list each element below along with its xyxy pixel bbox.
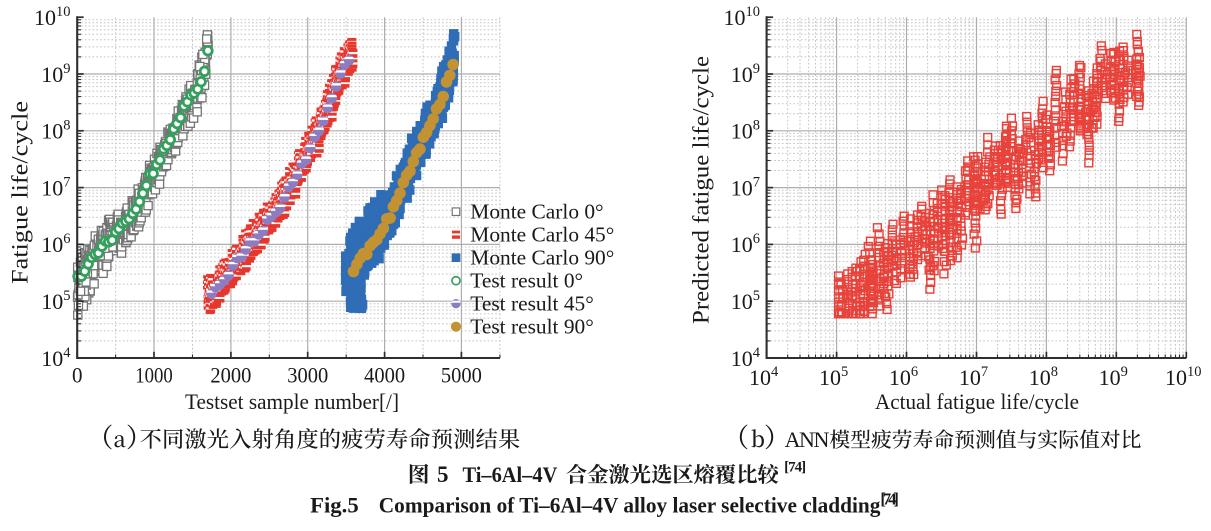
svg-text:Testset sample number[/]: Testset sample number[/] (185, 389, 399, 414)
svg-text:108: 108 (731, 118, 760, 144)
svg-text:2000: 2000 (210, 363, 251, 388)
svg-text:5: 5 (437, 462, 449, 487)
svg-text:ANN: ANN (785, 427, 830, 452)
svg-text:Monte Carlo 45°: Monte Carlo 45° (470, 222, 614, 246)
svg-text:[74]: [74] (784, 460, 806, 476)
svg-text:104: 104 (749, 364, 779, 390)
svg-text:[74]: [74] (880, 490, 899, 509)
svg-text:Fig.5: Fig.5 (310, 492, 359, 517)
svg-text:Comparison of Ti–6Al–4V alloy: Comparison of Ti–6Al–4V alloy laser sele… (379, 492, 881, 517)
svg-text:Monte Carlo 0°: Monte Carlo 0° (470, 199, 603, 223)
svg-text:5000: 5000 (441, 363, 482, 388)
svg-text:0: 0 (72, 363, 83, 388)
svg-text:Test result 45°: Test result 45° (470, 291, 594, 315)
svg-text:Monte Carlo 90°: Monte Carlo 90° (470, 245, 614, 269)
svg-text:Fatigue life/cycle: Fatigue life/cycle (8, 101, 34, 284)
svg-text:Ti–6Al–4V: Ti–6Al–4V (463, 462, 558, 487)
svg-text:1010: 1010 (1165, 364, 1202, 390)
svg-text:Actual fatigue life/cycle: Actual fatigue life/cycle (875, 389, 1079, 414)
svg-text:Test result 0°: Test result 0° (470, 268, 583, 292)
svg-text:3000: 3000 (287, 363, 328, 388)
svg-text:1010: 1010 (724, 4, 761, 30)
svg-text:4000: 4000 (364, 363, 405, 388)
svg-text:1000: 1000 (135, 363, 173, 388)
svg-text:109: 109 (41, 61, 70, 87)
svg-text:Test result 90°: Test result 90° (470, 314, 594, 338)
svg-text:Predicted fatigue life/cycle: Predicted fatigue life/cycle (689, 56, 715, 324)
